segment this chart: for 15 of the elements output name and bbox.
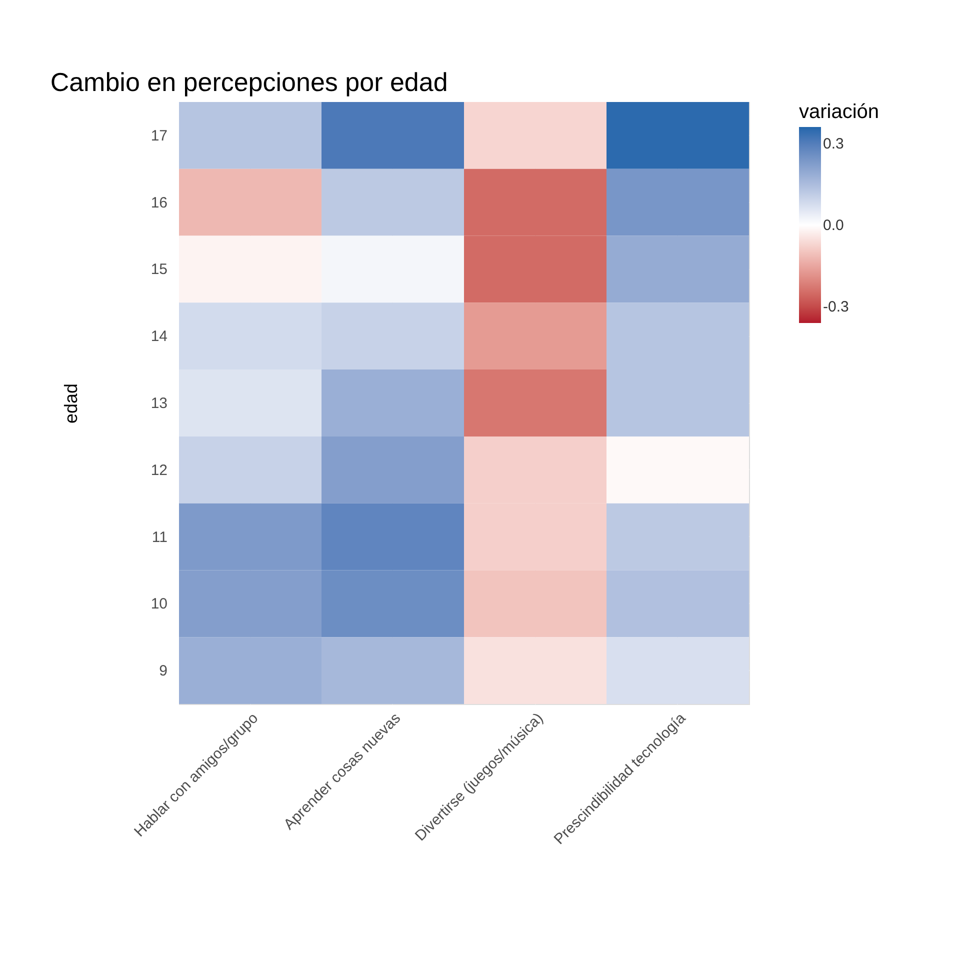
- y-tick-label: 11: [152, 528, 168, 546]
- y-tick-label: 14: [150, 328, 168, 346]
- y-tick-label: 10: [150, 596, 168, 613]
- chart-title: Cambio en percepciones por edad: [50, 67, 448, 97]
- color-bar-title: variación: [799, 101, 880, 123]
- y-tick-label: 13: [150, 395, 168, 412]
- y-tick-label: 17: [150, 127, 168, 144]
- y-axis-title: edad: [60, 383, 81, 424]
- color-bar-label: 0.3: [823, 135, 844, 152]
- y-tick-label: 9: [159, 662, 168, 680]
- color-bar-label: 0.0: [823, 217, 844, 234]
- color-bar-label: -0.3: [823, 298, 849, 316]
- y-tick-label: 16: [150, 194, 168, 212]
- y-tick-label: 15: [150, 261, 168, 278]
- y-tick-label: 12: [150, 462, 168, 479]
